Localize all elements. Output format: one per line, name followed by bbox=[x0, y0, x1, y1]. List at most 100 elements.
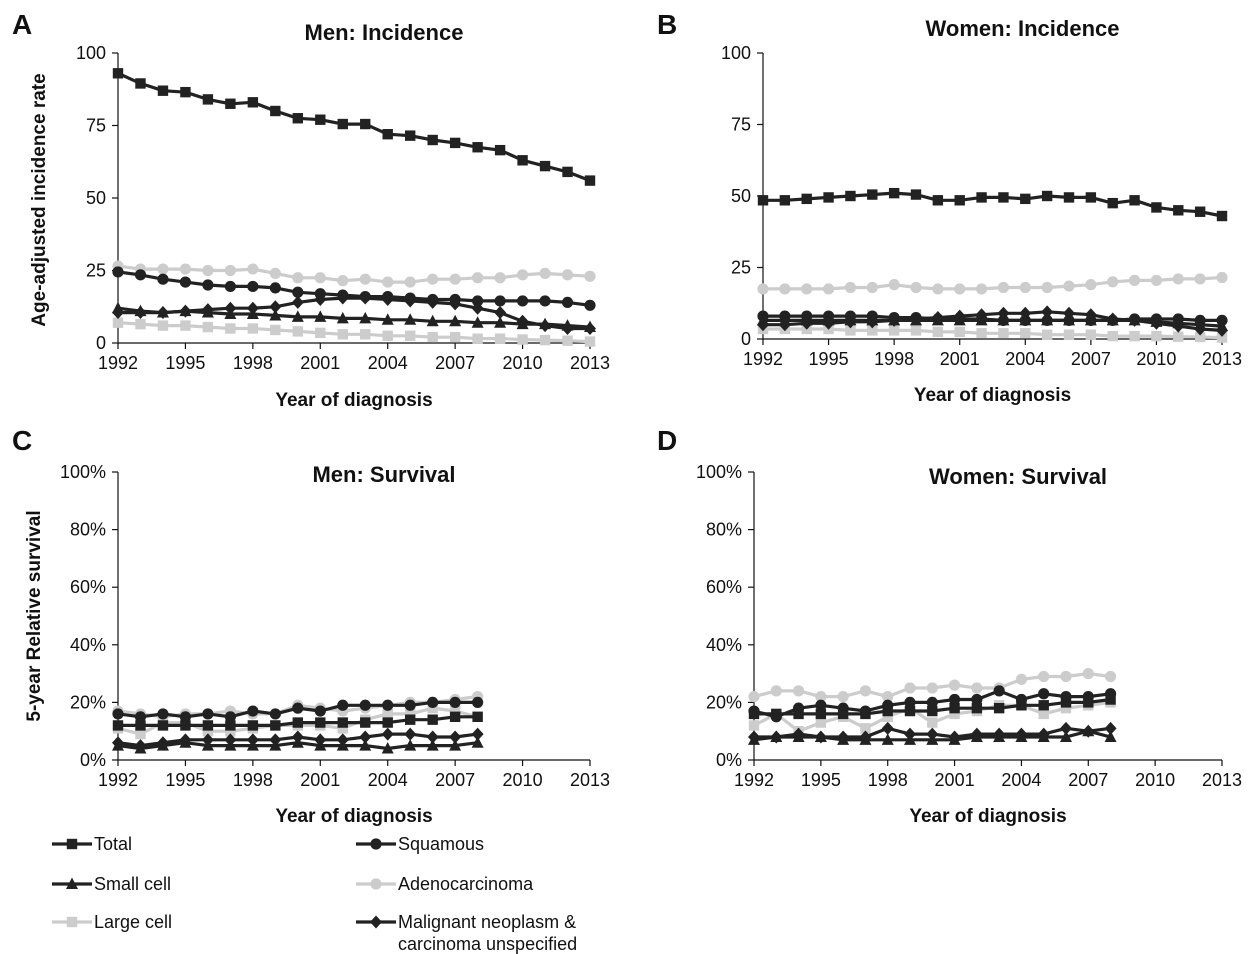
data-point bbox=[584, 299, 596, 311]
x-tick-label: 2007 bbox=[1071, 349, 1111, 369]
x-tick-label: 2010 bbox=[503, 770, 543, 790]
panel-c: C Men: Survival 0% 20% 40% 60% 80% 100% 1992 1995… bbox=[12, 425, 610, 827]
data-point bbox=[426, 314, 439, 327]
data-point bbox=[888, 325, 900, 336]
data-point bbox=[179, 711, 192, 723]
data-point bbox=[1173, 331, 1184, 342]
data-point bbox=[1038, 700, 1049, 711]
x-axis-label: Year of diagnosis bbox=[914, 385, 1071, 406]
data-point bbox=[201, 303, 214, 317]
data-point bbox=[1194, 331, 1206, 343]
data-point bbox=[202, 321, 214, 333]
data-point bbox=[882, 691, 894, 703]
data-point bbox=[1020, 193, 1031, 205]
y-tick-label: 20% bbox=[70, 692, 106, 712]
data-point bbox=[859, 705, 872, 717]
data-point bbox=[337, 699, 349, 711]
data-point bbox=[449, 705, 461, 717]
data-point bbox=[1105, 694, 1116, 705]
x-tick-label: 2001 bbox=[300, 353, 340, 373]
x-tick-label: 2004 bbox=[368, 353, 408, 373]
data-point bbox=[382, 291, 394, 303]
data-point bbox=[247, 705, 259, 717]
legend-marker bbox=[370, 838, 382, 850]
data-point bbox=[1038, 708, 1049, 720]
data-point bbox=[382, 276, 394, 288]
data-point bbox=[866, 281, 878, 294]
data-point bbox=[359, 273, 371, 285]
data-point bbox=[1060, 730, 1072, 742]
data-point bbox=[1128, 313, 1141, 325]
series-malig bbox=[112, 291, 596, 335]
data-point bbox=[314, 288, 326, 300]
data-point bbox=[225, 323, 236, 334]
x-tick-label: 2010 bbox=[1135, 770, 1175, 790]
data-point bbox=[472, 142, 483, 153]
data-point bbox=[156, 306, 169, 320]
data-point bbox=[1019, 281, 1031, 294]
data-point bbox=[539, 160, 551, 172]
series-line bbox=[117, 264, 591, 284]
data-point bbox=[748, 705, 760, 717]
data-point bbox=[748, 691, 760, 703]
chart-title: Men: Survival bbox=[312, 462, 455, 487]
data-point bbox=[225, 98, 236, 109]
data-point bbox=[561, 296, 574, 308]
data-point bbox=[815, 691, 827, 703]
data-point bbox=[954, 195, 965, 206]
data-point bbox=[427, 134, 438, 146]
data-point bbox=[471, 316, 484, 328]
data-point bbox=[247, 280, 259, 293]
data-point bbox=[359, 699, 371, 711]
legend-label: Squamous bbox=[398, 834, 484, 854]
data-point bbox=[225, 720, 236, 731]
data-point bbox=[494, 316, 507, 328]
data-point bbox=[381, 727, 394, 741]
series-squamous bbox=[757, 310, 1228, 327]
data-point bbox=[926, 682, 938, 694]
data-point bbox=[270, 324, 281, 336]
data-point bbox=[539, 295, 551, 307]
data-point bbox=[888, 279, 900, 291]
data-point bbox=[337, 275, 349, 287]
data-point bbox=[1083, 697, 1094, 708]
data-point bbox=[179, 263, 192, 275]
data-point bbox=[949, 708, 960, 720]
data-point bbox=[779, 310, 791, 322]
data-point bbox=[904, 696, 916, 709]
data-point bbox=[1060, 702, 1072, 714]
data-point bbox=[157, 720, 169, 731]
data-point bbox=[778, 318, 791, 332]
data-point bbox=[801, 310, 813, 322]
data-point bbox=[270, 720, 281, 731]
data-point bbox=[179, 304, 192, 318]
x-tick-label: 2013 bbox=[1202, 770, 1242, 790]
series-total bbox=[112, 711, 483, 731]
data-point bbox=[1194, 314, 1206, 327]
series-small bbox=[748, 724, 1117, 745]
data-point bbox=[971, 702, 983, 714]
chart-title: Women: Incidence bbox=[926, 16, 1120, 41]
data-point bbox=[360, 717, 371, 728]
data-point bbox=[748, 720, 760, 731]
data-point bbox=[1150, 313, 1163, 325]
data-point bbox=[837, 691, 849, 703]
data-point bbox=[135, 728, 146, 740]
data-point bbox=[246, 301, 259, 315]
data-point bbox=[561, 269, 574, 281]
data-point bbox=[1041, 314, 1053, 327]
data-point bbox=[1082, 691, 1094, 703]
data-point bbox=[584, 175, 596, 186]
legend-marker bbox=[370, 878, 382, 890]
data-point bbox=[1216, 332, 1228, 343]
data-point bbox=[539, 334, 551, 346]
y-tick-label: 0% bbox=[716, 750, 742, 770]
data-point bbox=[1041, 281, 1053, 294]
data-point bbox=[516, 269, 529, 281]
data-point bbox=[157, 320, 169, 331]
data-point bbox=[157, 273, 169, 285]
data-point bbox=[997, 281, 1010, 294]
y-tick-label: 25 bbox=[86, 261, 106, 281]
y-tick-label: 100% bbox=[696, 462, 742, 482]
data-point bbox=[292, 717, 304, 728]
